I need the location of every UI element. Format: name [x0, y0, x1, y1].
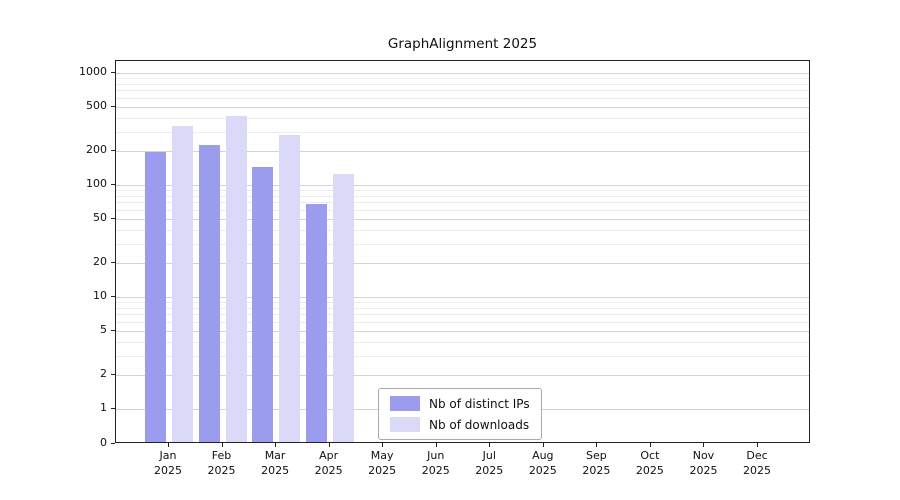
gridline-minor — [116, 131, 809, 133]
y-tick-label: 200 — [86, 143, 107, 157]
x-tick-label: Nov 2025 — [689, 449, 718, 477]
x-tick-mark — [435, 443, 437, 447]
gridline-major — [116, 375, 809, 377]
gridline-minor — [116, 78, 809, 80]
gridline-major — [116, 106, 809, 108]
y-tick-mark — [111, 443, 115, 444]
gridline-major — [116, 151, 809, 153]
x-tick-mark — [328, 443, 330, 447]
x-tick-mark — [221, 443, 223, 447]
gridline-minor — [116, 209, 809, 211]
legend: Nb of distinct IPs Nb of downloads — [378, 388, 542, 440]
x-tick-mark — [542, 443, 544, 447]
gridline-minor — [116, 314, 809, 316]
x-tick-mark — [757, 443, 758, 447]
x-tick-label: Aug 2025 — [528, 449, 557, 477]
bar-downloads-jan — [172, 126, 193, 442]
x-tick-mark — [168, 443, 169, 447]
gridline-minor — [116, 195, 809, 197]
y-tick-label: 10 — [93, 289, 107, 302]
y-tick-mark — [111, 184, 115, 185]
gridline-minor — [116, 202, 809, 204]
y-tick-label: 2 — [100, 367, 107, 381]
gridline-major — [116, 330, 809, 332]
y-tick-mark — [111, 105, 115, 107]
legend-item-distinct-ips: Nb of distinct IPs — [390, 396, 530, 411]
chart-title: GraphAlignment 2025 — [387, 36, 538, 52]
y-tick-mark — [111, 262, 115, 264]
x-tick-mark — [703, 443, 705, 447]
y-tick-mark — [111, 408, 115, 409]
gridline-major — [116, 73, 809, 74]
y-tick-label: 500 — [86, 98, 107, 112]
x-tick-mark — [489, 443, 491, 447]
y-tick-mark — [111, 296, 115, 297]
x-tick-label: Jun 2025 — [421, 449, 450, 477]
legend-label-downloads: Nb of downloads — [429, 417, 530, 432]
x-tick-mark — [649, 443, 651, 447]
gridline-minor — [116, 307, 809, 309]
y-tick-mark — [111, 72, 115, 73]
x-tick-mark — [275, 443, 277, 447]
bar-downloads-feb — [225, 115, 247, 442]
x-tick-label: Oct 2025 — [635, 449, 664, 477]
gridline-minor — [116, 190, 809, 192]
gridline-major — [116, 263, 809, 265]
bar-ips-feb — [198, 144, 220, 442]
y-tick-label: 100 — [86, 177, 107, 190]
legend-label-distinct-ips: Nb of distinct IPs — [429, 396, 530, 411]
gridline-minor — [116, 90, 809, 92]
gridline-major — [116, 218, 809, 220]
legend-swatch-distinct-ips — [390, 396, 420, 411]
gridline-minor — [116, 243, 809, 245]
x-tick-mark — [382, 443, 384, 447]
y-tick-mark — [111, 150, 115, 152]
x-tick-label: Apr 2025 — [314, 449, 343, 477]
x-tick-label: Jan 2025 — [154, 449, 182, 477]
y-tick-label: 50 — [93, 210, 107, 224]
bar-ips-mar — [252, 166, 274, 442]
y-tick-mark — [111, 374, 115, 376]
gridline-minor — [116, 229, 809, 231]
plot-area — [115, 60, 810, 443]
gridline-minor — [116, 302, 809, 304]
x-tick-label: Dec 2025 — [743, 449, 771, 477]
legend-swatch-downloads — [390, 417, 420, 432]
y-tick-mark — [111, 329, 115, 331]
gridline-minor — [116, 341, 809, 343]
bar-downloads-mar — [279, 134, 301, 442]
y-tick-label: 1000 — [79, 65, 107, 78]
gridline-minor — [116, 117, 809, 119]
y-tick-label: 1 — [100, 401, 107, 414]
legend-item-downloads: Nb of downloads — [390, 417, 530, 432]
x-tick-label: Feb 2025 — [207, 449, 236, 477]
gridline-minor — [116, 97, 809, 99]
y-tick-label: 5 — [100, 322, 107, 336]
y-tick-mark — [111, 217, 115, 219]
x-tick-label: Mar 2025 — [261, 449, 290, 477]
x-tick-label: May 2025 — [368, 449, 397, 477]
bar-ips-jan — [145, 151, 166, 442]
bar-ips-apr — [305, 203, 327, 442]
gridline-major — [116, 185, 809, 186]
x-tick-mark — [596, 443, 598, 447]
gridline-minor — [116, 83, 809, 85]
gridline-major — [116, 297, 809, 298]
x-tick-label: Sep 2025 — [582, 449, 611, 477]
y-tick-label: 20 — [93, 255, 107, 269]
bar-downloads-apr — [332, 174, 354, 442]
x-tick-label: Jul 2025 — [475, 449, 504, 477]
gridline-minor — [116, 321, 809, 323]
gridline-minor — [116, 355, 809, 357]
y-tick-label: 0 — [100, 436, 107, 449]
